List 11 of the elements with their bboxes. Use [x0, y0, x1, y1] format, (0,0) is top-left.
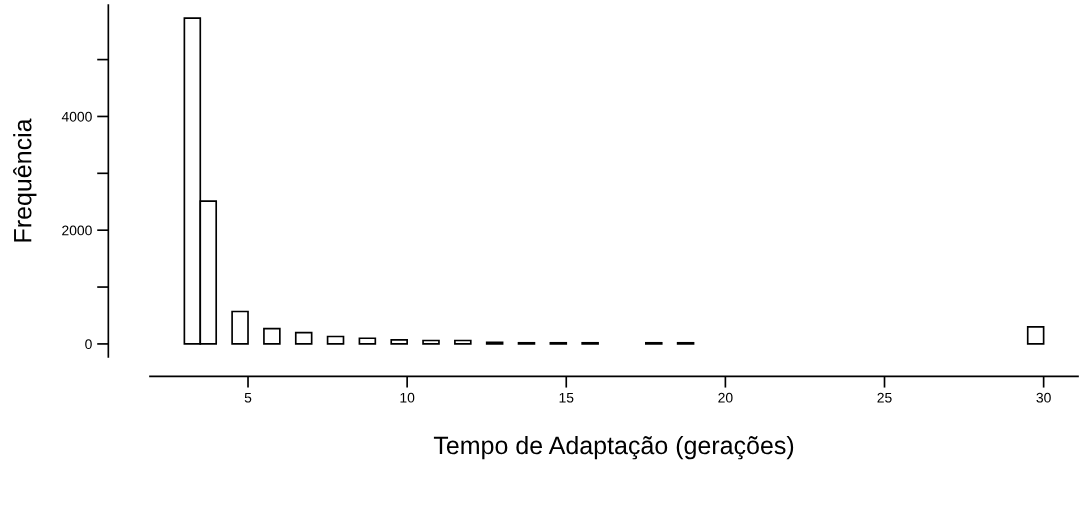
y-tick-label: 4000	[61, 111, 92, 122]
x-tick-label: 10	[400, 392, 415, 403]
x-tick-label: 15	[559, 392, 574, 403]
y-axis-title: Frequência	[13, 118, 37, 242]
x-tick-label: 25	[877, 392, 892, 403]
x-tick-label: 5	[244, 392, 252, 403]
y-tick-label: 2000	[62, 225, 92, 236]
x-tick-label: 30	[1036, 392, 1051, 403]
y-tick-label: 0	[85, 339, 92, 350]
x-tick-label: 20	[718, 392, 733, 403]
x-axis-title: Tempo de Adaptação (gerações)	[433, 435, 794, 460]
